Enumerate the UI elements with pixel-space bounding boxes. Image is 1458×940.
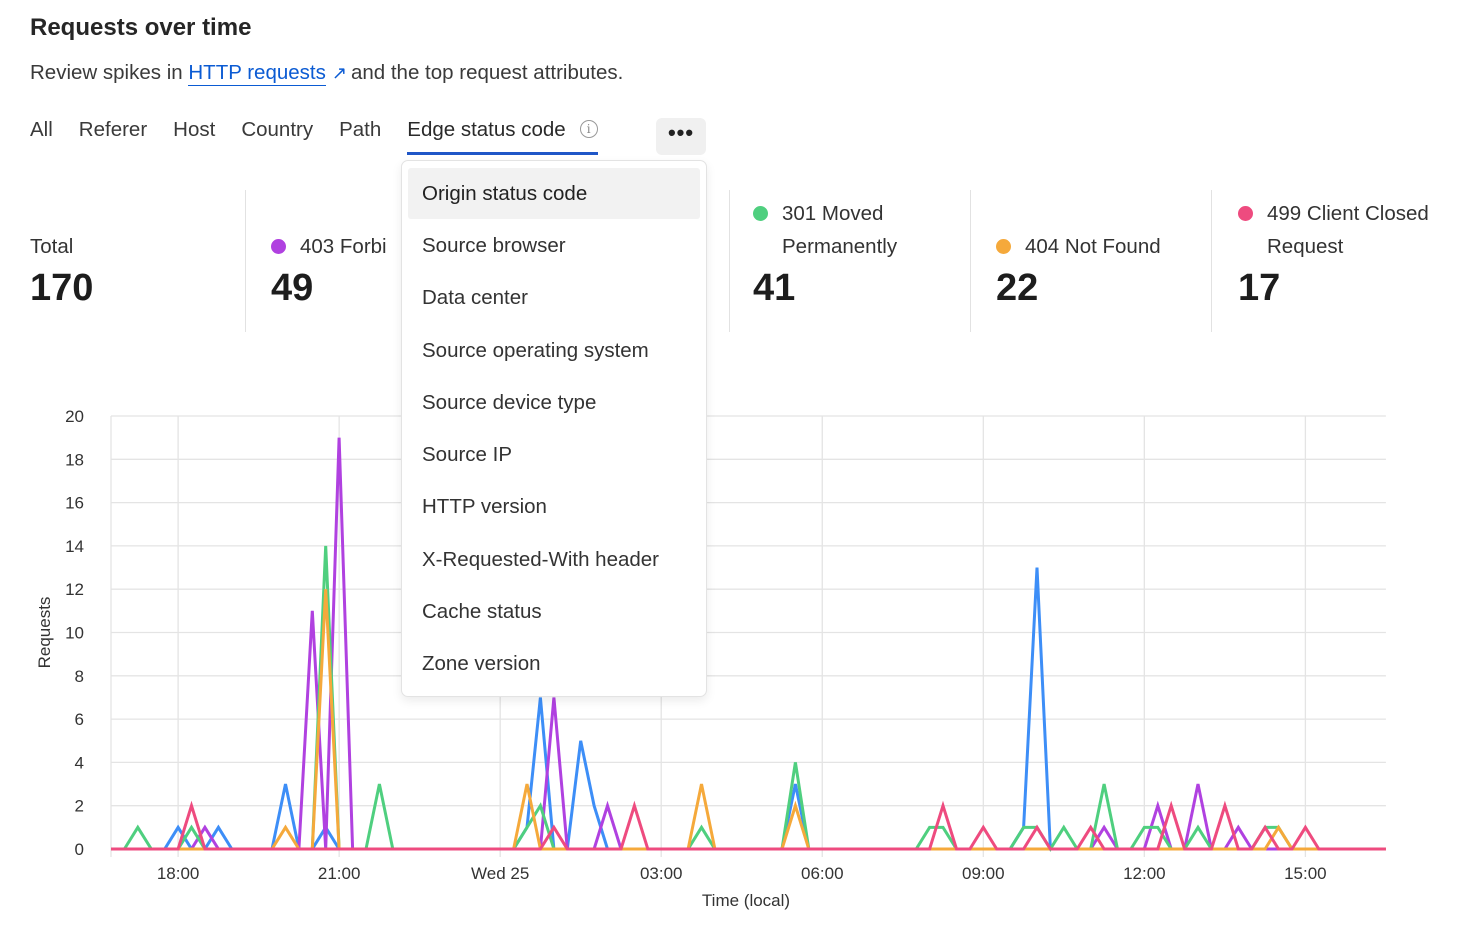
tab-country[interactable]: Country [241,118,314,141]
more-tabs-button[interactable]: ••• [656,118,706,155]
y-tick-label: 4 [75,753,84,772]
tile-label: 301 Moved Permanently [782,202,898,258]
tab-bar: All Referer Host Country Path Edge statu… [30,118,624,155]
y-tick-label: 6 [75,710,84,729]
tab-host[interactable]: Host [173,118,216,141]
menu-item-data-center[interactable]: Data center [422,286,528,309]
x-tick-label: Wed 25 [471,864,529,883]
y-tick-label: 16 [65,494,84,513]
requests-chart: 0 2 4 6 8 10 12 14 16 18 20 18:00 21:00 Wed 25 03:00 06… [35,407,1386,910]
tile-value: 170 [30,267,94,309]
section-subtitle: Review spikes in HTTP requests ↗ and the t… [30,61,624,86]
section-title: Requests over time [30,14,252,41]
external-link-icon[interactable]: ↗ [331,63,347,83]
y-tick-label: 10 [65,624,84,643]
menu-item-http-version[interactable]: HTTP version [422,495,547,518]
stat-tile-404[interactable]: 404 Not Found 22 [996,230,1161,372]
stat-tile-total[interactable]: Total 170 [30,230,93,372]
stat-tile-301[interactable]: 301 Moved Permanently 41 [753,197,953,339]
menu-item-source-os[interactable]: Source operating system [422,339,649,362]
menu-item-cache-status[interactable]: Cache status [422,600,542,623]
subtitle-text: Review spikes in [30,61,183,84]
legend-dot-icon [753,206,768,221]
y-tick-label: 18 [65,450,84,469]
tile-label: 404 Not Found [1025,235,1161,258]
menu-item-source-ip[interactable]: Source IP [422,443,513,466]
x-tick-label: 15:00 [1284,864,1327,883]
divider [1211,190,1212,332]
tile-value: 22 [996,267,1039,309]
tab-label: Edge status code [407,118,566,141]
tile-value: 17 [1238,267,1281,309]
divider [245,190,246,332]
tab-path[interactable]: Path [339,118,382,141]
tile-value: 41 [753,267,796,309]
y-tick-label: 12 [65,580,84,599]
divider [729,190,730,332]
menu-item-zone-version[interactable]: Zone version [422,652,541,675]
menu-item-x-requested-with[interactable]: X-Requested-With header [422,548,660,571]
menu-item-origin-status-code[interactable]: Origin status code [408,168,700,219]
x-tick-label: 03:00 [640,864,683,883]
tile-label: Total [30,235,74,258]
series-line-2 [111,437,1386,851]
y-tick-label: 0 [75,840,84,859]
x-tick-label: 09:00 [962,864,1005,883]
menu-item-source-device-type[interactable]: Source device type [422,391,597,414]
tab-all[interactable]: All [30,118,53,141]
tile-label: 499 Client Closed Request [1267,202,1429,258]
series-line-5 [111,800,1386,851]
menu-item-source-browser[interactable]: Source browser [422,234,566,257]
legend-dot-icon [1238,206,1253,221]
x-tick-label: 18:00 [157,864,200,883]
tile-value: 49 [271,267,314,309]
tile-label: 403 Forbi [300,235,387,258]
info-icon[interactable]: i [579,120,598,138]
y-tick-label: 2 [75,797,84,816]
tab-edge-status-code[interactable]: Edge status code i [407,118,598,155]
y-axis-label: Requests [35,597,54,669]
legend-dot-icon [271,239,286,254]
http-requests-link[interactable]: HTTP requests [188,61,326,86]
stat-tile-499[interactable]: 499 Client Closed Request 17 [1238,197,1438,339]
x-tick-label: 21:00 [318,864,361,883]
subtitle-text-after: and the top request attributes. [350,61,624,84]
x-tick-label: 06:00 [801,864,844,883]
more-tabs-dropdown: Origin status code Source browser Data c… [401,160,707,697]
x-tick-label: 12:00 [1123,864,1166,883]
y-tick-label: 14 [65,537,84,556]
tab-referer[interactable]: Referer [78,118,148,141]
x-axis-label: Time (local) [702,891,790,910]
y-tick-label: 8 [75,667,84,686]
legend-dot-icon [996,239,1011,254]
stat-tile-403[interactable]: 403 Forbi 49 [271,230,387,372]
divider [970,190,971,332]
y-tick-label: 20 [65,407,84,426]
